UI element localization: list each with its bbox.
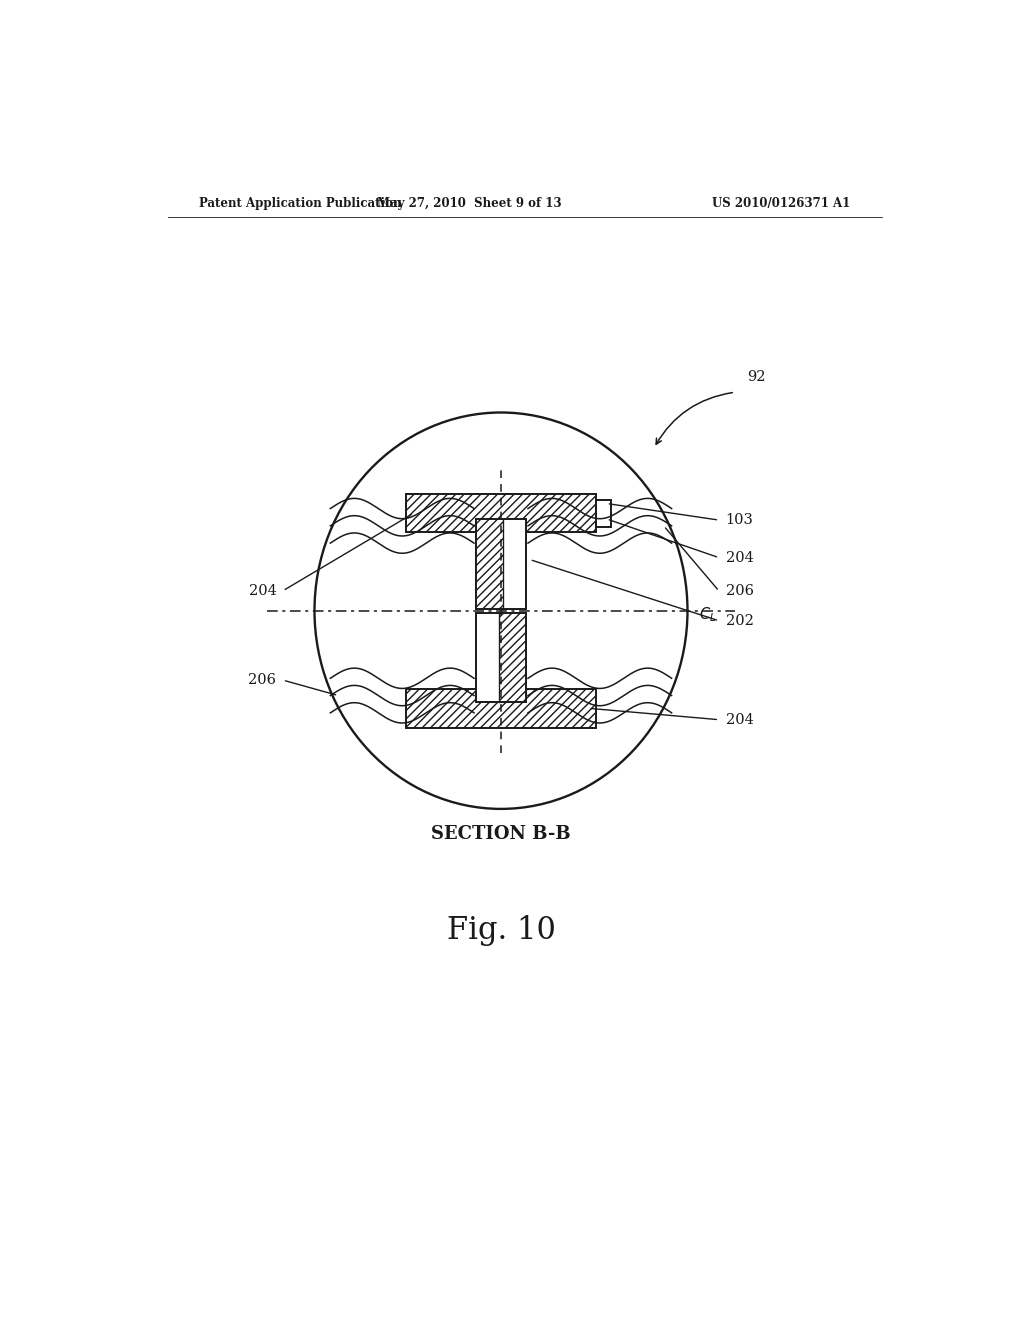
Bar [504,519,525,609]
Bar [596,499,610,527]
Text: US 2010/0126371 A1: US 2010/0126371 A1 [712,197,850,210]
Text: 204: 204 [726,550,754,565]
Text: Patent Application Publication: Patent Application Publication [200,197,402,210]
Text: SECTION B-B: SECTION B-B [431,825,570,843]
Text: 206: 206 [726,585,754,598]
Text: $\mathit{C}_L$: $\mathit{C}_L$ [699,606,717,624]
Bar [499,612,525,702]
Bar [476,612,525,702]
Bar [499,612,525,702]
Bar [476,519,504,609]
Text: 103: 103 [726,513,754,527]
Text: 206: 206 [249,673,276,688]
Bar [476,612,499,702]
Text: Fig. 10: Fig. 10 [446,915,555,946]
Bar [406,689,596,727]
Bar [406,494,596,532]
Text: 92: 92 [746,370,766,384]
Text: 204: 204 [726,713,754,727]
Bar [406,689,596,727]
Bar [406,494,596,532]
Bar [476,519,525,609]
Text: 204: 204 [249,583,276,598]
Bar [476,519,504,609]
Text: May 27, 2010  Sheet 9 of 13: May 27, 2010 Sheet 9 of 13 [377,197,561,210]
Text: 202: 202 [726,614,754,628]
